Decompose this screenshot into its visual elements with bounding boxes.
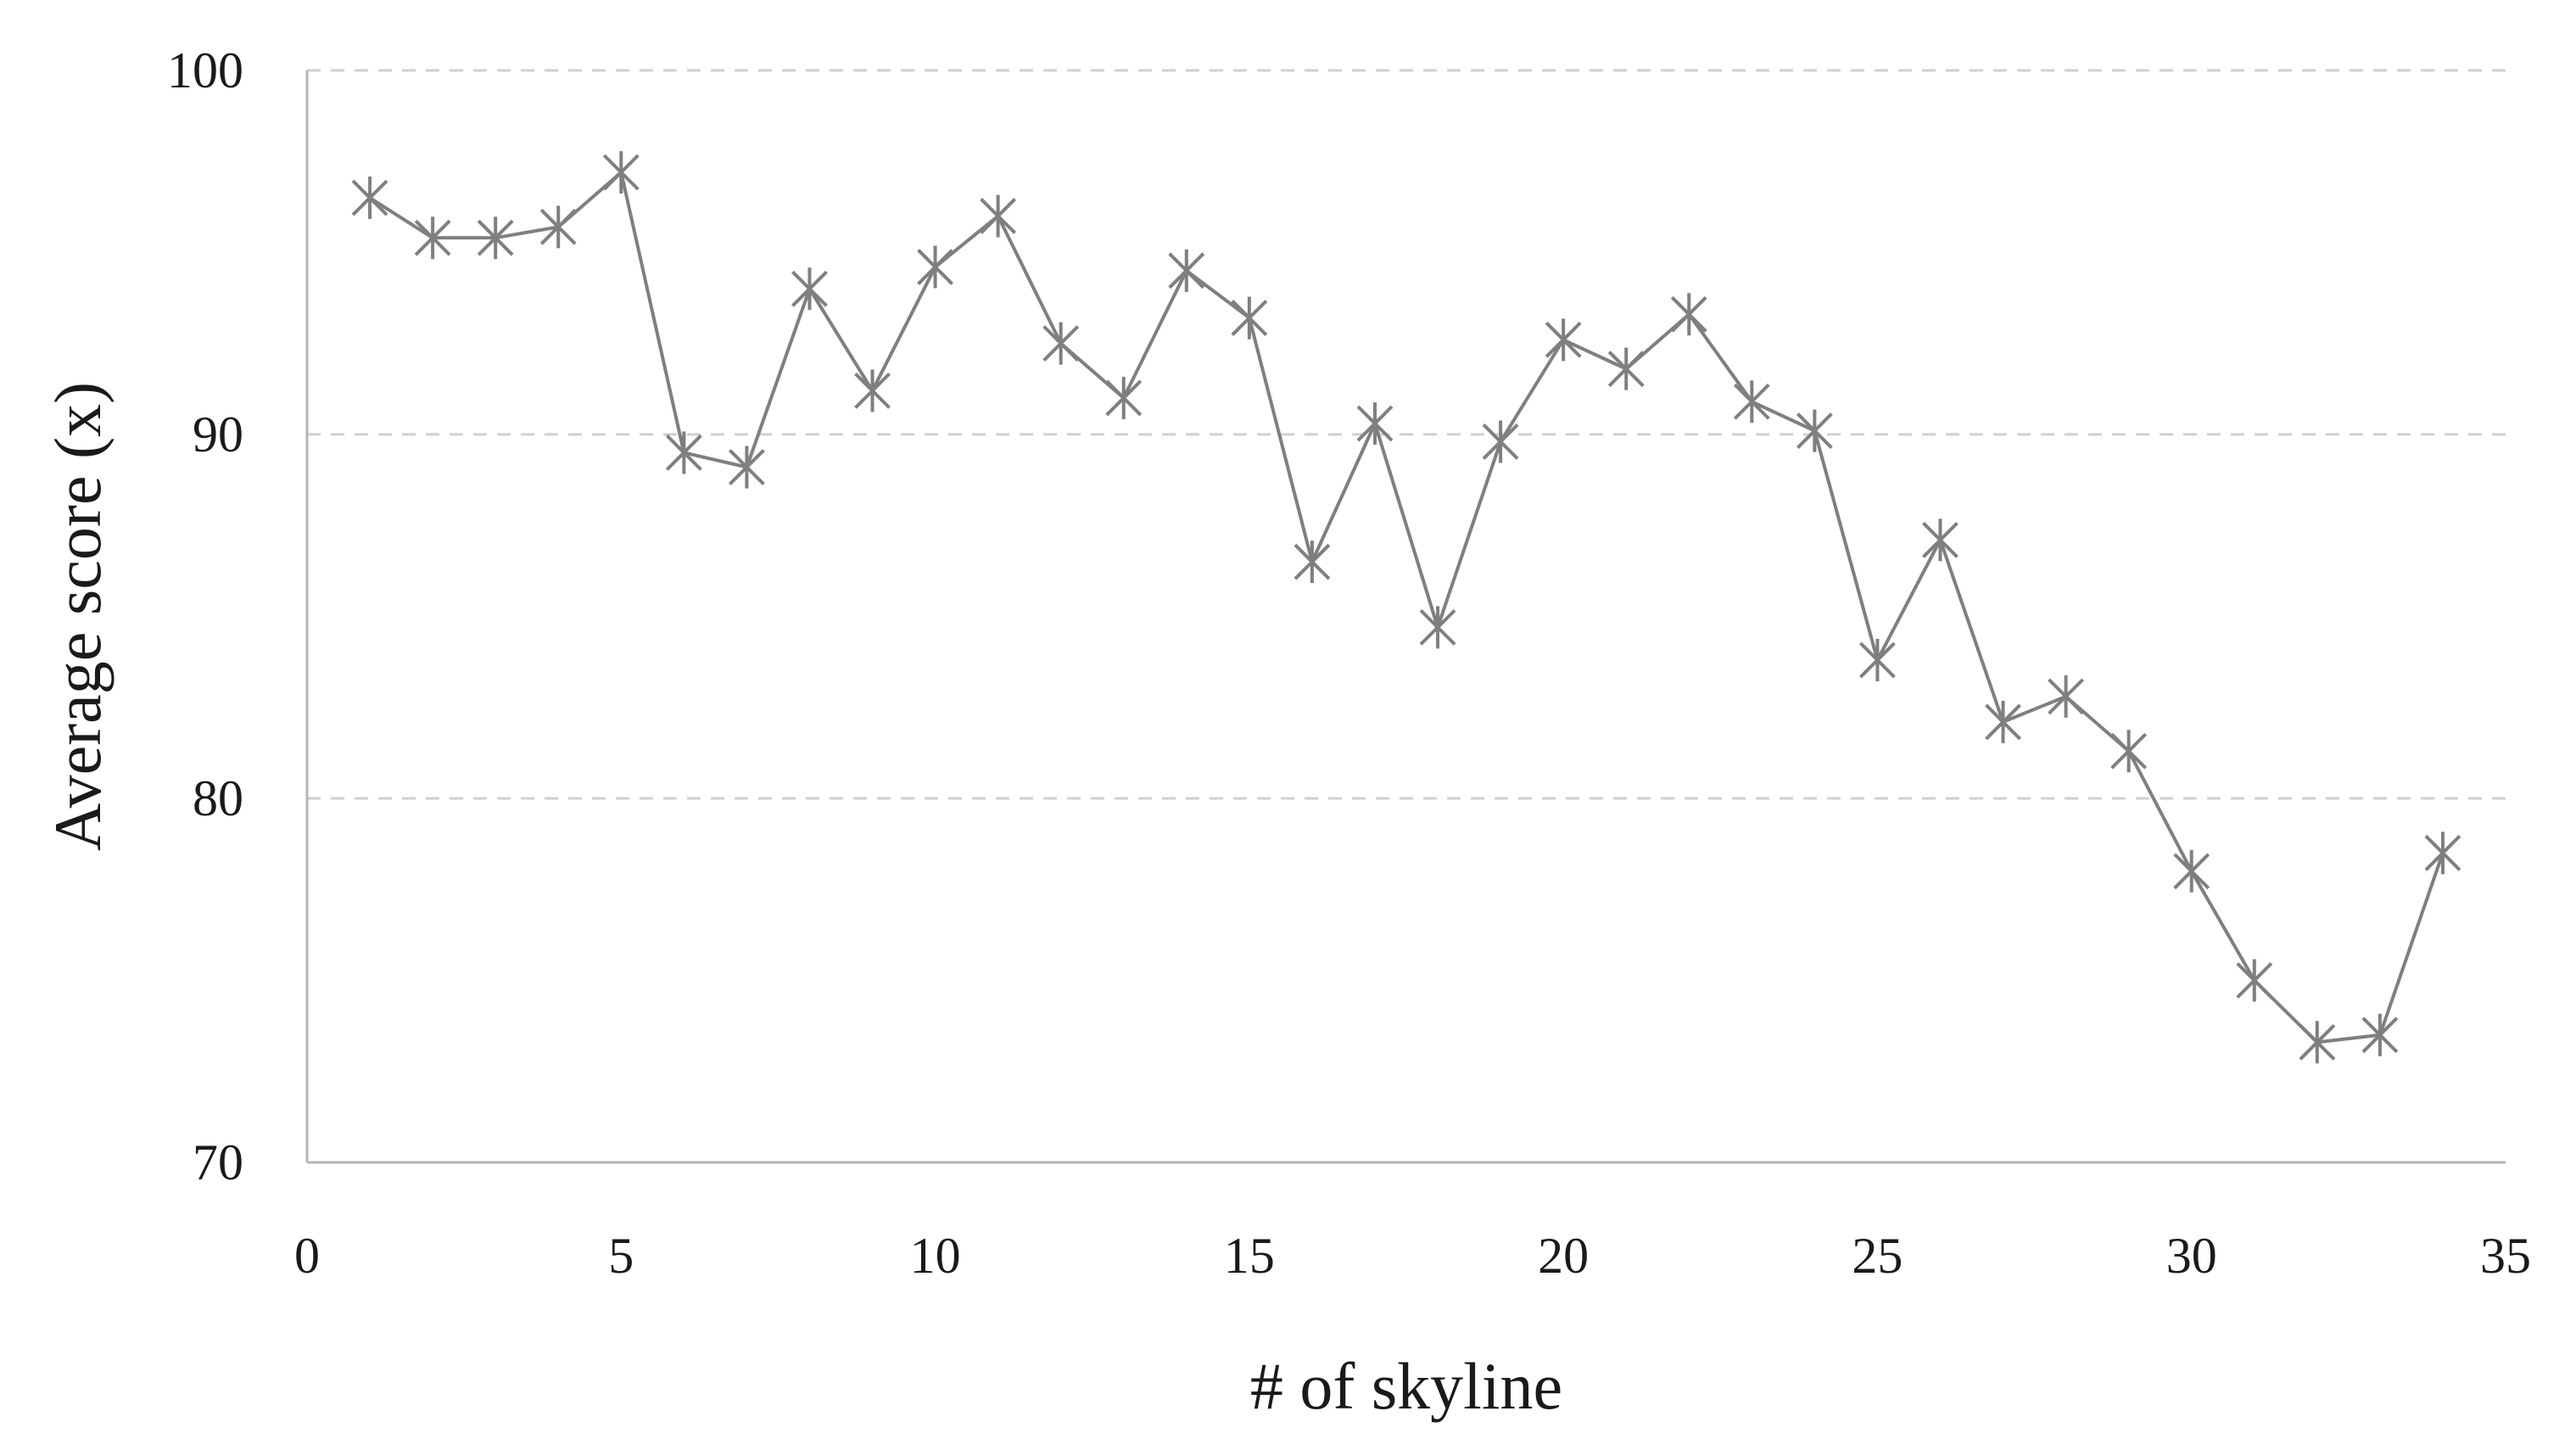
y-tick-label: 80 [193, 770, 243, 826]
x-tick-label: 35 [2480, 1228, 2531, 1284]
data-point-marker [1231, 296, 1268, 339]
x-tick-label: 15 [1224, 1228, 1275, 1284]
series-group [351, 151, 2461, 1064]
x-tick-label: 30 [2166, 1228, 2217, 1284]
y-tick-labels: 70 80 90 100 [167, 42, 243, 1190]
data-point-marker [1733, 380, 1770, 423]
data-point-marker [1607, 347, 1645, 390]
data-point-marker [1985, 700, 2021, 743]
data-point-marker [539, 205, 577, 249]
data-point-marker [1419, 606, 1456, 649]
data-point-marker [1105, 377, 1143, 420]
data-point-marker [917, 245, 953, 288]
x-tick-labels: 0 5 10 15 20 25 30 35 [294, 1228, 2531, 1284]
x-tick-label: 25 [1852, 1228, 1903, 1284]
x-axis-title: # of skyline [1250, 1349, 1562, 1423]
data-point-marker [2110, 730, 2148, 773]
data-point-marker [414, 216, 451, 260]
data-point-marker [854, 369, 891, 412]
data-point-marker [351, 176, 388, 220]
series-line [369, 169, 2445, 1044]
data-point-marker [2048, 675, 2085, 718]
x-tick-label: 20 [1538, 1228, 1589, 1284]
data-point-marker [791, 267, 828, 311]
data-point-marker [728, 445, 765, 489]
y-axis-title: Average score (x) [41, 382, 115, 851]
data-point-marker [2173, 849, 2210, 893]
data-point-marker [1796, 409, 1833, 452]
data-point-marker [1482, 420, 1519, 463]
data-point-marker [1670, 293, 1707, 336]
data-point-marker [665, 431, 702, 474]
axes [305, 70, 2506, 1164]
x-tick-label: 0 [294, 1228, 320, 1284]
data-point-marker [602, 151, 640, 194]
data-point-marker [1356, 402, 1394, 445]
data-point-marker [2361, 1013, 2399, 1056]
data-point-marker [1168, 249, 1205, 292]
data-point-marker [1294, 540, 1331, 584]
data-point-marker [477, 216, 514, 260]
data-point-marker [1042, 322, 1080, 365]
x-tick-label: 10 [910, 1228, 961, 1284]
data-point-marker [2424, 831, 2461, 875]
y-tick-label: 100 [167, 42, 243, 98]
y-tick-label: 70 [193, 1134, 243, 1190]
data-point-marker [2236, 959, 2273, 1002]
data-point-marker [1545, 318, 1582, 361]
y-gridlines [307, 69, 2506, 800]
data-point-marker [2299, 1021, 2336, 1064]
x-tick-label: 5 [608, 1228, 634, 1284]
data-point-marker [1922, 518, 1959, 562]
data-point-marker [1859, 638, 1896, 681]
y-tick-label: 90 [193, 406, 243, 462]
data-point-marker [980, 194, 1017, 238]
